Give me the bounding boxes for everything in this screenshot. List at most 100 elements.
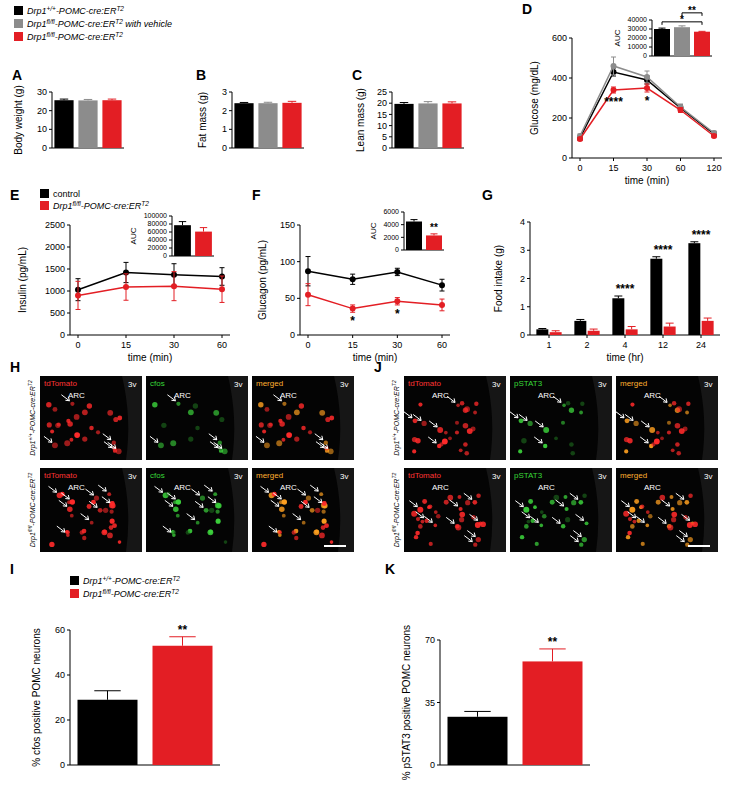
cell [675, 423, 681, 429]
y-tick-label: 200 [552, 113, 567, 123]
x-tick-label: 30 [169, 340, 179, 350]
y-axis-label: Insulin (pg/mL) [17, 247, 28, 313]
arrow [49, 486, 57, 492]
cell [279, 507, 285, 513]
text-part: T2 [391, 380, 397, 386]
cell [585, 521, 589, 525]
image-background [616, 468, 718, 552]
error-bar [400, 103, 408, 104]
point [394, 298, 400, 304]
arrow [85, 489, 93, 495]
cell [533, 505, 537, 509]
cell [319, 492, 323, 496]
error-bar [645, 71, 650, 83]
x-tick-label: 15 [608, 163, 618, 173]
error-bar [240, 102, 248, 104]
cell [152, 402, 157, 407]
cell [328, 448, 334, 454]
y-tick [49, 148, 52, 149]
line [580, 66, 714, 136]
arrow [530, 516, 538, 522]
bar [674, 27, 690, 56]
cell [539, 524, 543, 528]
legend-swatch [14, 19, 23, 28]
bar-chart: 0102030Body weight (g)Drp1+/+-POMC-cre:E… [13, 5, 172, 155]
panel-label: F [252, 187, 261, 203]
y-tick-label: 20000 [628, 34, 648, 41]
point [611, 87, 617, 93]
ventricle [122, 376, 142, 460]
cell [69, 438, 73, 442]
cell [656, 431, 660, 435]
cell [630, 402, 634, 406]
cell [679, 428, 685, 434]
x-tick-label: 12 [658, 340, 668, 350]
point [171, 283, 177, 289]
panel-label: J [374, 359, 382, 375]
y-tick-label: 1 [520, 302, 525, 312]
arrow [636, 516, 644, 522]
text-part: T2 [27, 473, 33, 479]
bar [282, 103, 301, 148]
arrow [195, 501, 203, 507]
cell [442, 439, 448, 445]
y-axis [572, 38, 573, 158]
cell [188, 436, 193, 441]
arrow [676, 536, 684, 542]
y-tick-label: 600 [552, 33, 567, 43]
y-tick-label: 1000 [45, 286, 65, 296]
cell [209, 529, 213, 533]
bar [153, 646, 213, 765]
text-part: T2 [141, 200, 149, 207]
cell [578, 500, 583, 505]
region-label: ARC [280, 391, 297, 400]
error-bar [440, 279, 445, 291]
arrow [413, 414, 421, 420]
cell [418, 524, 423, 529]
arrow [658, 517, 666, 523]
y-tick [649, 56, 652, 57]
y-tick-label: 40000 [148, 236, 168, 243]
cell [654, 439, 660, 445]
cell [107, 533, 113, 539]
cell [473, 411, 477, 415]
y-tick-label: 10000 [628, 43, 648, 50]
cell [176, 514, 180, 518]
cell [571, 500, 576, 505]
cell [281, 438, 285, 442]
x-tick-label: 60 [217, 340, 227, 350]
y-tick-label: 30 [37, 87, 47, 97]
bar [195, 232, 212, 256]
cell [213, 410, 219, 416]
bar-chart: 0204060% cfos positive POMC neuronsDrp1+… [31, 575, 220, 771]
arrow [404, 412, 412, 418]
arrow [682, 514, 690, 520]
bar [442, 103, 461, 148]
y-tick-label: 2 [222, 106, 227, 116]
panel-label: G [482, 187, 493, 203]
point [439, 302, 445, 308]
cell [219, 417, 224, 422]
x-tick [174, 335, 175, 338]
arrow [446, 517, 454, 523]
cell [306, 495, 311, 500]
cell [448, 495, 454, 501]
y-tick [67, 291, 70, 292]
legend-label: Drp1fl/fl-POMC-cre:ERT2 [53, 200, 149, 211]
y-tick [401, 250, 404, 251]
error-bar [424, 102, 432, 104]
y-axis-label: Glucagon (pg/mL) [257, 240, 268, 320]
channel-label: merged [256, 379, 283, 388]
cell [660, 436, 664, 440]
cell [649, 427, 655, 433]
bar [664, 327, 676, 335]
x-tick [701, 335, 702, 338]
micrograph-panel: JDrp1+/+-POMC-cre:ERT2tdTomatoARC3vpSTAT… [374, 359, 718, 552]
cell [476, 537, 481, 542]
text-part: Drp1 [27, 32, 47, 42]
x-tick [549, 335, 550, 338]
cell [518, 449, 522, 453]
y-axis-label: Glucose (mg/dL) [529, 61, 540, 135]
cell [579, 411, 583, 415]
x-tick-label: 15 [348, 340, 358, 350]
